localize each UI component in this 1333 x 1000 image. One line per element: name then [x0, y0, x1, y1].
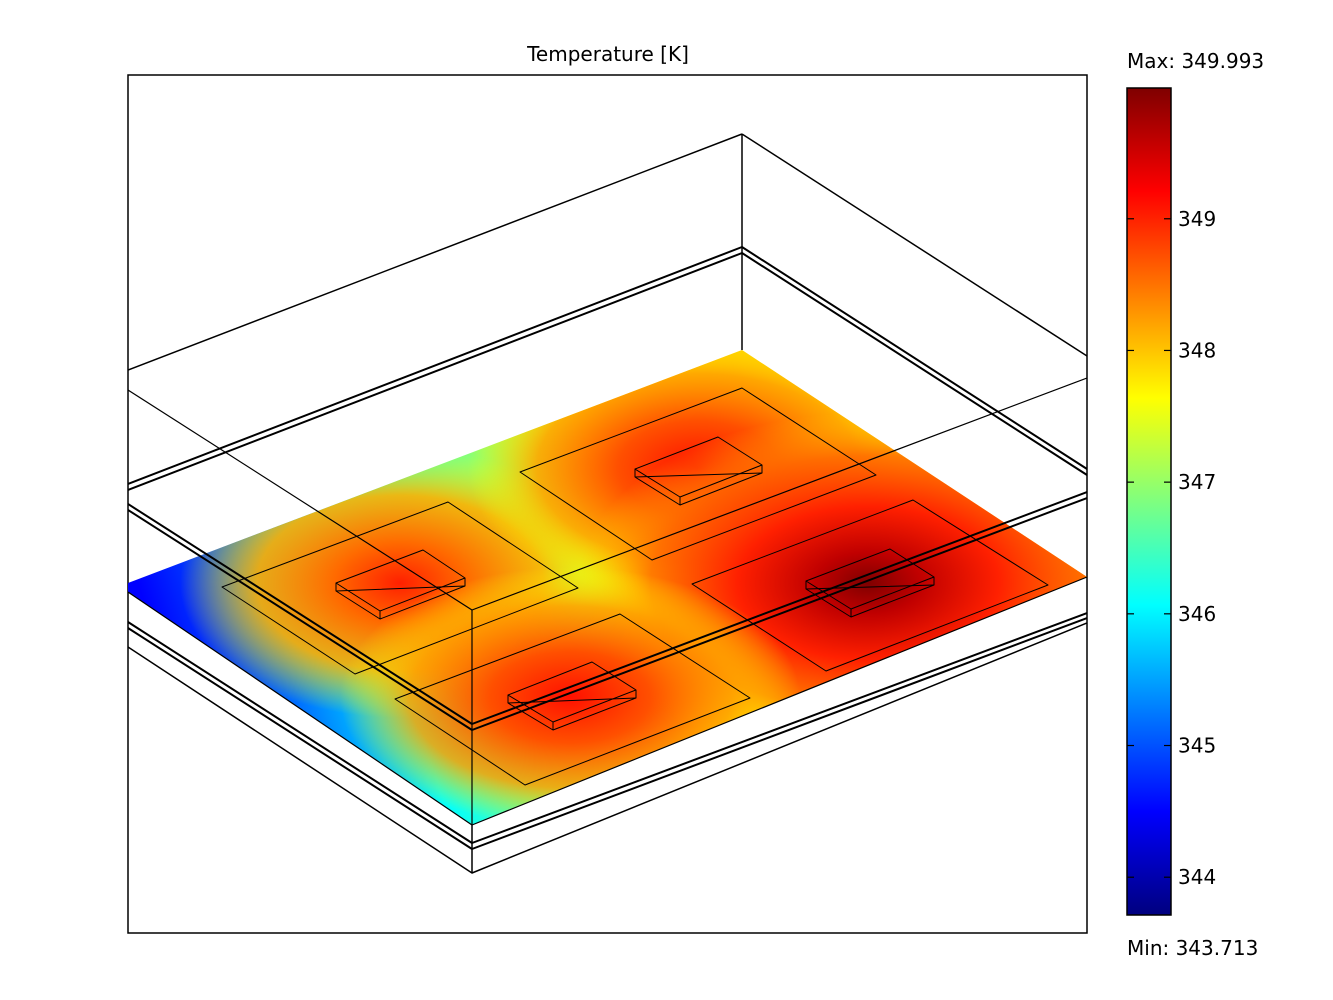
- geometry-wireframe: [128, 133, 1087, 874]
- colorbar-gradient: [1126, 87, 1172, 916]
- heat-spot-front: [340, 567, 800, 825]
- colorbar-tick-label: 345: [1178, 734, 1216, 758]
- colorbar-tick-label: 349: [1178, 207, 1216, 231]
- colorbar-tick-label: 346: [1178, 602, 1216, 626]
- colorbar-tick-label: 348: [1178, 338, 1216, 362]
- colorbar-tick-label: 344: [1178, 865, 1216, 889]
- colorbar-max-label: Max: 349.993: [1127, 49, 1265, 73]
- colorbar: 344 345 346 347 348 349: [1126, 87, 1216, 916]
- plot-title: Temperature [K]: [527, 42, 689, 66]
- colorbar-min-label: Min: 343.713: [1127, 936, 1259, 960]
- colorbar-tick-label: 347: [1178, 470, 1216, 494]
